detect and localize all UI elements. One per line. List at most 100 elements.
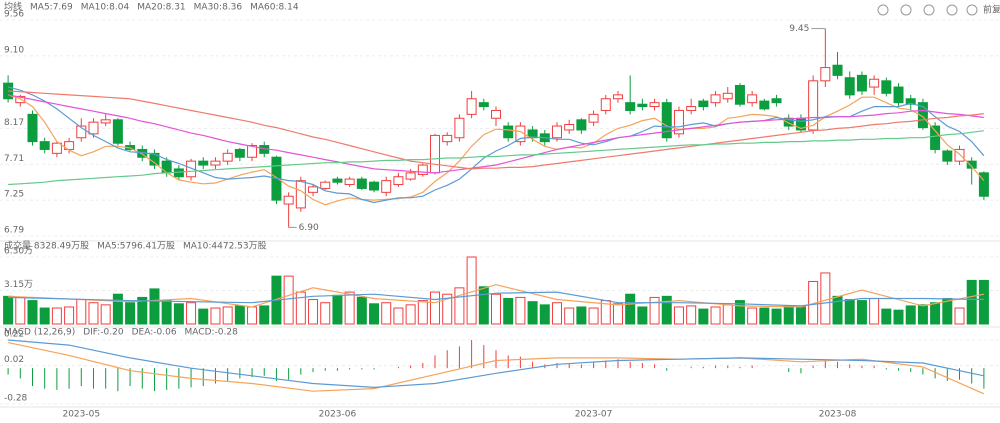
candle-body [930, 125, 941, 150]
candle-body [186, 160, 197, 178]
volume-bar [917, 304, 928, 325]
candle-body [283, 195, 294, 205]
candle-body [783, 117, 794, 127]
legend-item: MA5:7.69 [30, 3, 73, 13]
reset-button[interactable] [966, 4, 978, 16]
volume-bar [112, 293, 123, 325]
volume-bar [344, 291, 355, 325]
volume-bar [539, 304, 550, 325]
ma-line [7, 94, 984, 174]
y-tick-label: 3.15万 [4, 280, 33, 290]
volume-bar [137, 296, 148, 325]
volume-bar [734, 300, 745, 325]
x-tick-label: 2023-06 [319, 410, 357, 420]
candle-body [734, 85, 745, 105]
candle-body [661, 102, 672, 139]
candle-body [405, 172, 416, 180]
candle-body [771, 98, 782, 104]
candle-body [686, 106, 697, 111]
candle-body [112, 119, 123, 144]
candle-body [966, 160, 977, 169]
volume-bar [637, 306, 648, 325]
volume-bar [820, 272, 831, 325]
volume-bar [515, 296, 526, 325]
candle-body [320, 181, 331, 189]
volume-bar [844, 299, 855, 325]
volume-bar [332, 294, 343, 325]
candle-body [295, 180, 306, 209]
move-left-button[interactable] [923, 4, 935, 16]
volume-bar [417, 300, 428, 325]
candle-body [637, 103, 648, 108]
volume-bar [210, 307, 221, 325]
volume-bar [234, 305, 245, 325]
volume-bar [283, 275, 294, 325]
y-tick-label: 6.79 [4, 226, 24, 236]
y-tick-label: 0.02 [4, 355, 24, 365]
volume-bar [442, 293, 453, 325]
legend-item: 均线 [4, 1, 22, 13]
candle-body [759, 100, 770, 110]
y-tick-label: 8.17 [4, 118, 24, 128]
volume-bar [320, 302, 331, 325]
candle-body [332, 178, 343, 183]
volume-bar [478, 286, 489, 325]
volume-bar [259, 305, 270, 325]
volume-bar [100, 304, 111, 325]
candle-body [88, 121, 99, 135]
candle-body [234, 148, 245, 158]
zoom-out-button[interactable] [877, 4, 889, 16]
y-tick-label: -0.28 [4, 394, 28, 404]
candle-body [612, 94, 623, 100]
candle-body [576, 119, 587, 131]
volume-bar [527, 301, 538, 325]
ma-line [8, 291, 984, 307]
candle-body [917, 102, 928, 129]
legend-item: MA30:8.36 [194, 3, 243, 13]
candle-body [369, 181, 380, 191]
candle-body [832, 64, 843, 76]
volume-bar [795, 306, 806, 325]
candle-body [39, 141, 50, 150]
toolbar [877, 4, 978, 16]
volume-bar [930, 302, 941, 325]
move-right-button[interactable] [946, 4, 958, 16]
volume-bar [27, 300, 38, 325]
candle-body [856, 74, 867, 92]
legend-item: DEA:-0.06 [132, 328, 177, 338]
candle-body [491, 109, 501, 119]
volume-bar [698, 308, 709, 325]
volume-bar [588, 307, 599, 325]
candle-body [942, 150, 953, 162]
candle-body [954, 148, 965, 162]
volume-bar [856, 300, 867, 325]
volume-bar [564, 307, 575, 325]
x-tick-label: 2023-08 [819, 410, 857, 420]
candle-body [564, 123, 575, 131]
candle-body [673, 109, 684, 135]
candle-body [76, 125, 87, 139]
legend-item: MA60:8.14 [250, 3, 299, 13]
max-annotation: 9.45 [789, 24, 809, 34]
candle-body [198, 160, 209, 166]
volume-bar [966, 279, 977, 325]
volume-bar [661, 295, 672, 325]
volume-bar [405, 304, 416, 325]
candle-body [881, 80, 892, 94]
zoom-in-button[interactable] [900, 4, 912, 16]
volume-bar [198, 308, 209, 325]
adjust-mode[interactable]: 前复权 [983, 4, 1000, 16]
candle-body [344, 178, 355, 186]
candle-body [417, 164, 428, 175]
candle-body [222, 152, 233, 162]
ma-line [8, 90, 984, 170]
legend-item: MA20:8.31 [137, 3, 185, 13]
volume-bar [393, 307, 404, 325]
volume-bar [771, 308, 782, 325]
y-tick-label: 7.71 [4, 154, 24, 164]
volume-bar [356, 296, 367, 325]
volume-bar [247, 306, 258, 325]
candle-body [430, 134, 441, 174]
volume-bar [905, 305, 916, 325]
